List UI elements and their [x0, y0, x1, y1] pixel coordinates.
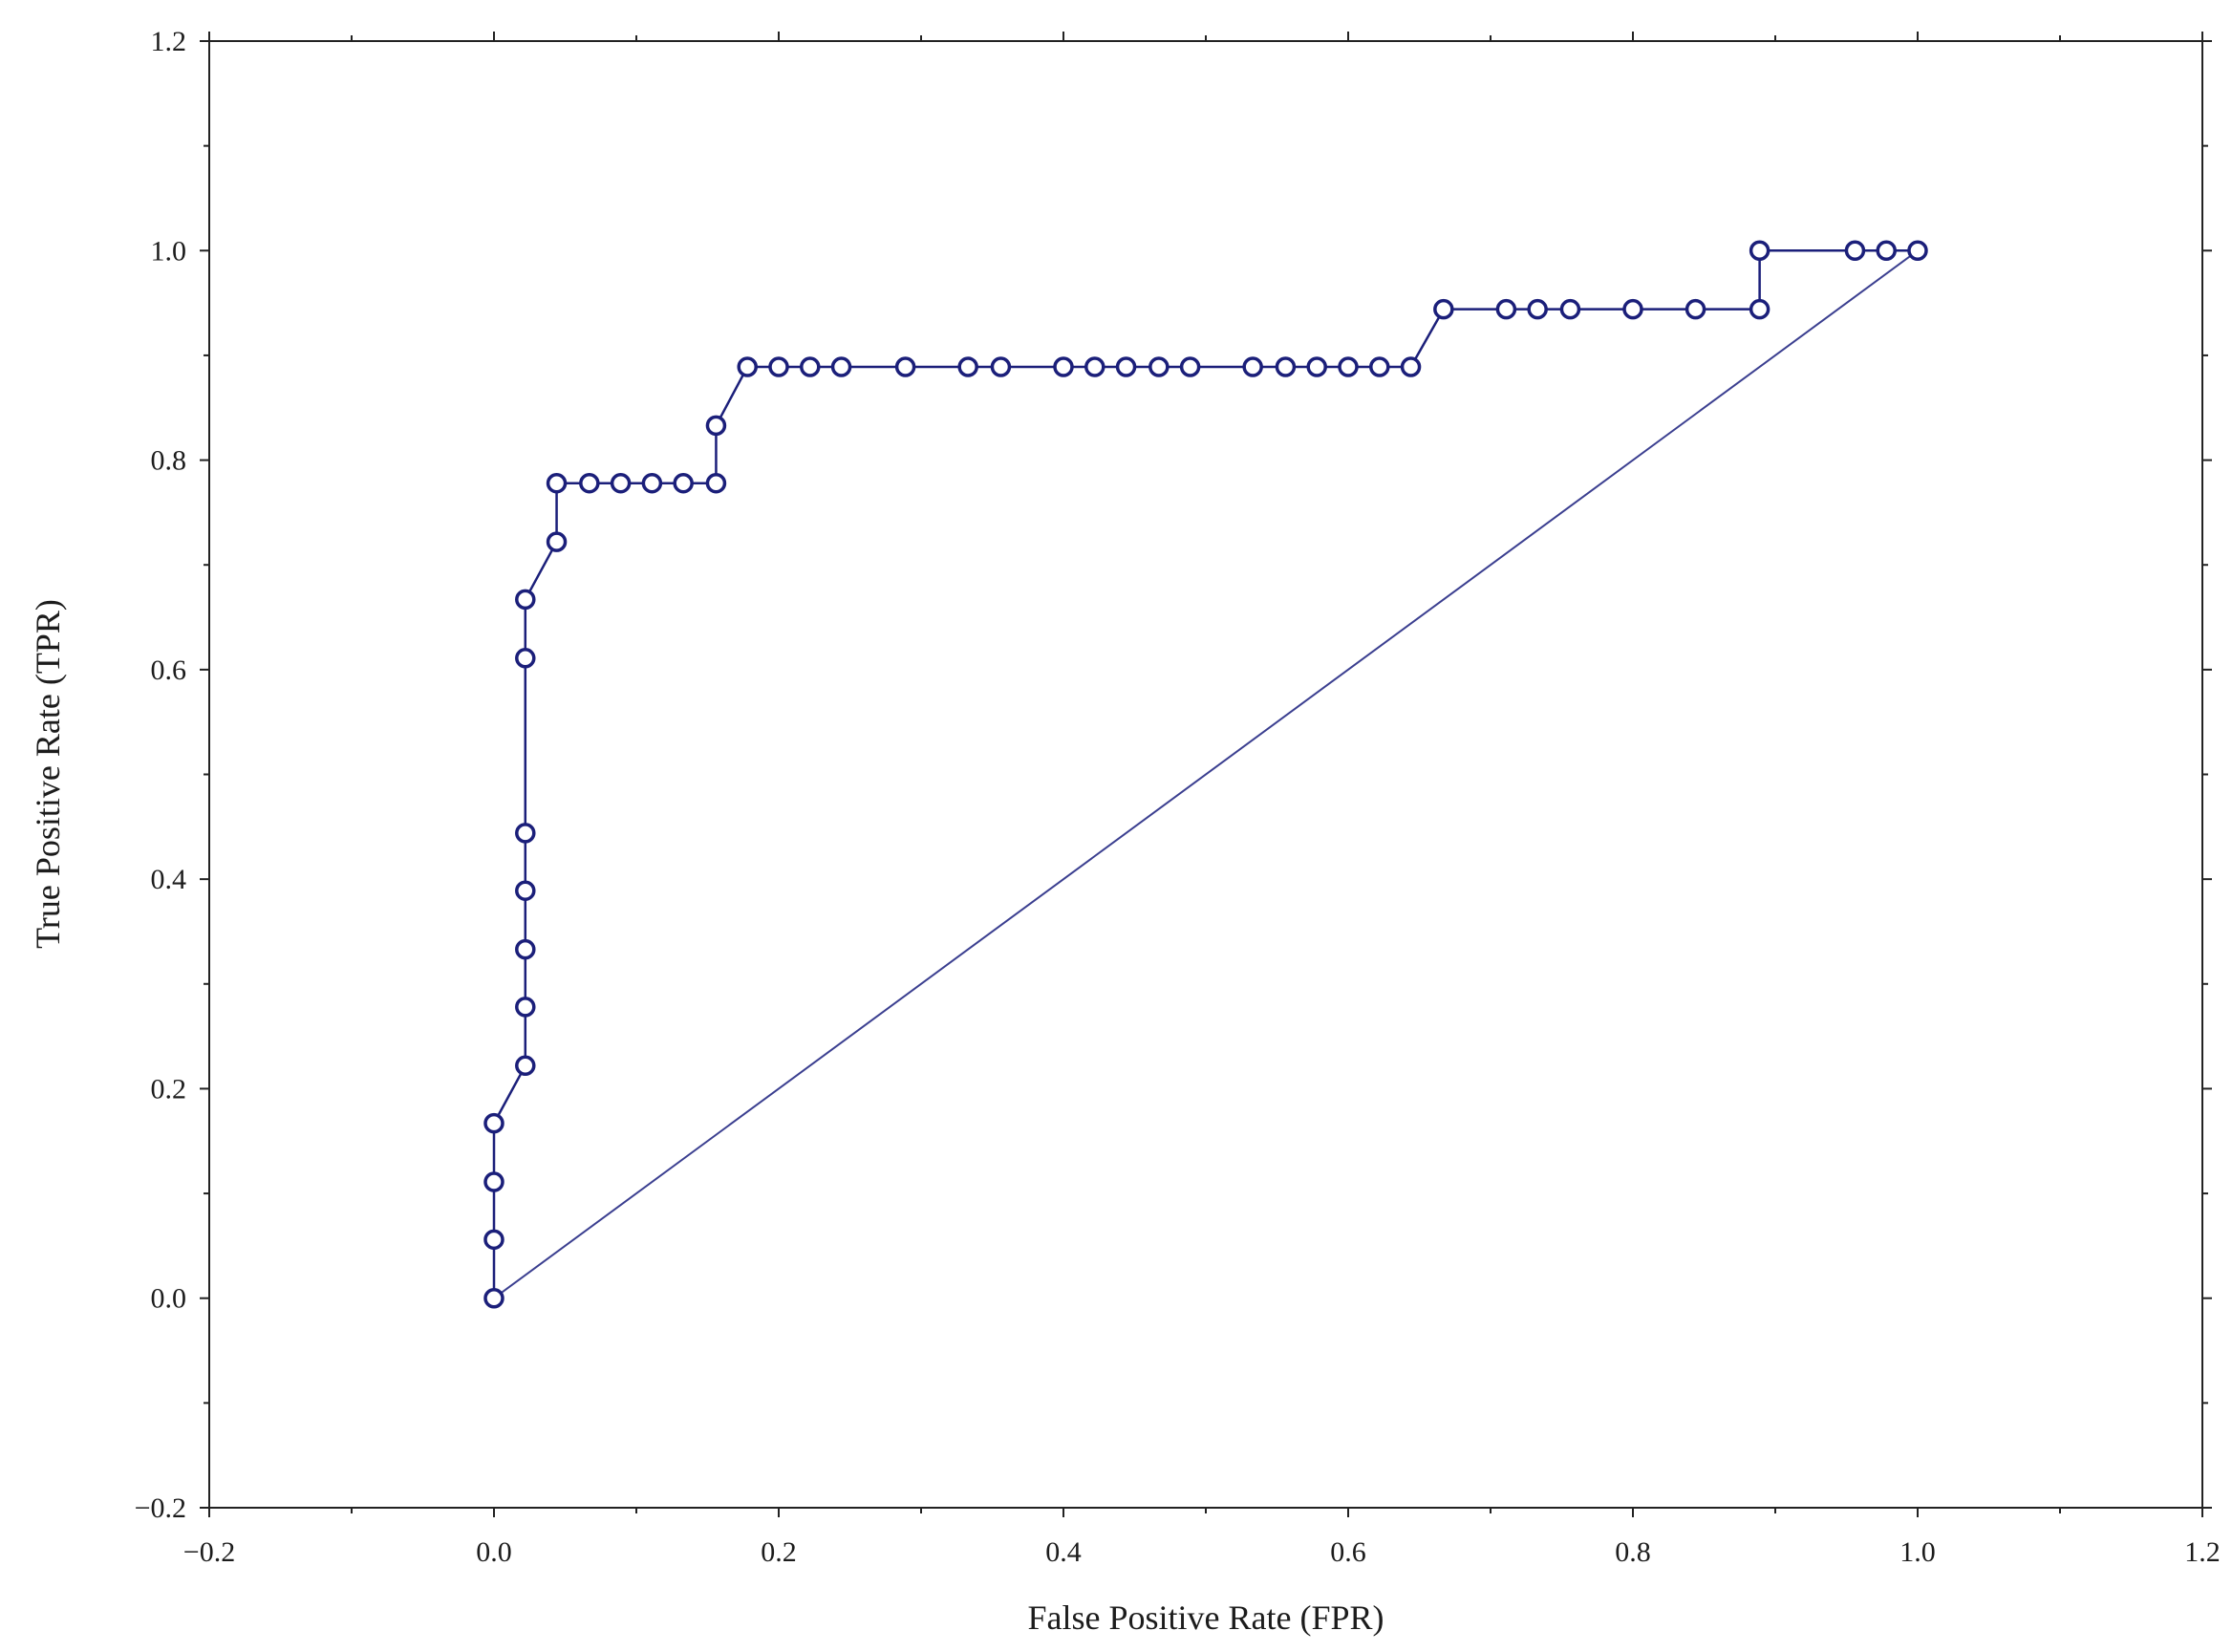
- roc-point: [515, 938, 536, 960]
- y-tick-label: 0.4: [151, 864, 187, 895]
- roc-point: [1242, 356, 1263, 377]
- roc-point: [1306, 356, 1327, 377]
- roc-point: [1749, 240, 1771, 262]
- roc-point: [515, 648, 536, 669]
- y-tick-label: 1.2: [151, 26, 187, 57]
- y-tick-label: 0.6: [151, 654, 187, 686]
- y-tick-label: 1.0: [151, 235, 187, 267]
- x-tick-label: 1.0: [1899, 1536, 1936, 1568]
- x-tick-label: −0.2: [183, 1536, 235, 1568]
- x-tick-label: 1.2: [2184, 1536, 2221, 1568]
- roc-point: [1179, 356, 1201, 377]
- roc-point: [1433, 298, 1454, 320]
- roc-point: [1148, 356, 1170, 377]
- series-layer: [483, 240, 1928, 1309]
- roc-point: [800, 356, 821, 377]
- roc-point: [1275, 356, 1297, 377]
- roc-point: [515, 589, 536, 611]
- roc-point: [768, 356, 789, 377]
- roc-point: [641, 472, 663, 494]
- y-tick-label: 0.0: [151, 1283, 187, 1315]
- roc-point: [579, 472, 600, 494]
- roc-point: [1084, 356, 1105, 377]
- y-tick-label: 0.8: [151, 445, 187, 477]
- roc-point: [1876, 240, 1897, 262]
- roc-point: [894, 356, 916, 377]
- roc-point: [737, 356, 758, 377]
- x-axis-title: False Positive Rate (FPR): [1027, 1598, 1384, 1637]
- y-tick-label: 0.2: [151, 1073, 187, 1105]
- roc-point: [1907, 240, 1928, 262]
- roc-point: [673, 472, 694, 494]
- roc-point: [1400, 356, 1422, 377]
- roc-point: [610, 472, 632, 494]
- roc-point: [483, 1229, 504, 1251]
- x-tick-label: 0.4: [1045, 1536, 1082, 1568]
- roc-point: [1685, 298, 1706, 320]
- y-axis-title: True Positive Rate (TPR): [29, 599, 67, 949]
- roc-point: [830, 356, 852, 377]
- roc-point: [1559, 298, 1581, 320]
- roc-point: [957, 356, 978, 377]
- roc-point: [1844, 240, 1866, 262]
- roc-point: [515, 1055, 536, 1077]
- x-tick-label: 0.0: [476, 1536, 512, 1568]
- ticks-layer: −0.2 0.0 0.2 0.4 0.6 0.8 1.0 1.2 −0.2 0.0 0.2 0.4 0.…: [135, 26, 2221, 1568]
- roc-point: [515, 880, 536, 901]
- roc-point: [705, 472, 727, 494]
- x-tick-label: 0.8: [1615, 1536, 1651, 1568]
- roc-point: [1115, 356, 1137, 377]
- roc-point: [1338, 356, 1359, 377]
- roc-point: [1622, 298, 1643, 320]
- roc-point: [483, 1287, 504, 1309]
- roc-point: [483, 1112, 504, 1134]
- diagonal-reference-line: [493, 249, 1919, 1299]
- x-tick-label: 0.2: [761, 1536, 797, 1568]
- roc-point: [1053, 356, 1074, 377]
- roc-point: [515, 823, 536, 844]
- roc-point: [1749, 298, 1771, 320]
- y-tick-label: −0.2: [135, 1492, 186, 1524]
- roc-point: [705, 415, 727, 437]
- roc-point: [546, 472, 568, 494]
- x-tick-label: 0.6: [1330, 1536, 1366, 1568]
- roc-point: [515, 997, 536, 1018]
- roc-point: [1527, 298, 1548, 320]
- roc-point: [1495, 298, 1517, 320]
- roc-point: [483, 1171, 504, 1192]
- roc-point: [546, 531, 568, 552]
- roc-point: [1369, 356, 1390, 377]
- roc-point: [990, 356, 1012, 377]
